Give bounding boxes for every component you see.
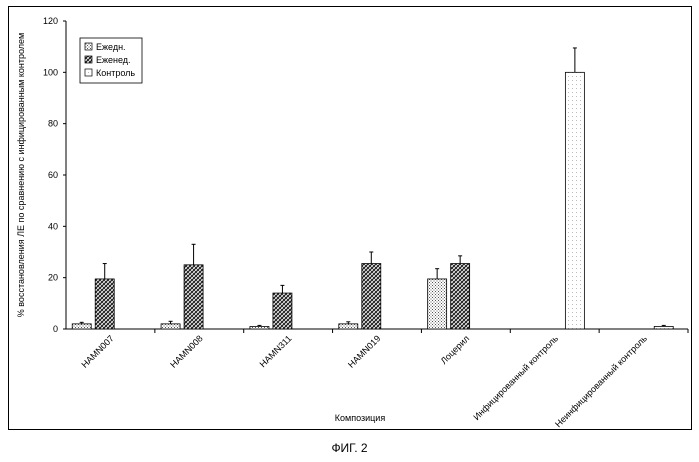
bar — [428, 279, 447, 329]
legend-entry: Ежедн. — [96, 42, 126, 52]
bar — [95, 279, 114, 329]
y-tick-label: 40 — [48, 221, 58, 231]
legend: Ежедн. Еженед. Контроль — [80, 38, 142, 83]
x-axis-label: Композиция — [335, 413, 386, 423]
y-tick-label: 0 — [53, 324, 58, 334]
y-tick-label: 100 — [43, 67, 58, 77]
x-tick-label: Инфицированный контроль — [471, 333, 560, 422]
y-tick-label: 20 — [48, 273, 58, 283]
legend-swatch — [85, 56, 92, 63]
legend-entry: Контроль — [96, 68, 135, 78]
bar — [72, 324, 91, 329]
x-tick-label: HAMN019 — [346, 333, 382, 369]
bar — [362, 264, 381, 329]
legend-entry: Еженед. — [96, 55, 131, 65]
x-tick-label: HAMN008 — [168, 333, 204, 369]
y-tick-label: 60 — [48, 170, 58, 180]
bar — [565, 72, 584, 329]
bar — [654, 326, 673, 329]
y-tick-label: 120 — [43, 16, 58, 26]
bar — [250, 326, 269, 329]
figure-caption: ФИГ. 2 — [0, 441, 699, 455]
bar — [273, 293, 292, 329]
legend-swatch — [85, 69, 92, 76]
y-tick-label: 80 — [48, 119, 58, 129]
bar — [161, 324, 180, 329]
x-tick-label: Лоцерил — [439, 333, 472, 366]
bar — [339, 324, 358, 329]
bar — [184, 265, 203, 329]
x-tick-label: Неинфицированный контроль — [553, 333, 649, 429]
y-axis-label: % восстановления ЛЕ по сравнению с инфиц… — [16, 33, 26, 318]
bar — [451, 264, 470, 329]
legend-swatch — [85, 43, 92, 50]
x-tick-label: HAMN311 — [258, 333, 294, 369]
x-tick-label: HAMN007 — [79, 333, 115, 369]
